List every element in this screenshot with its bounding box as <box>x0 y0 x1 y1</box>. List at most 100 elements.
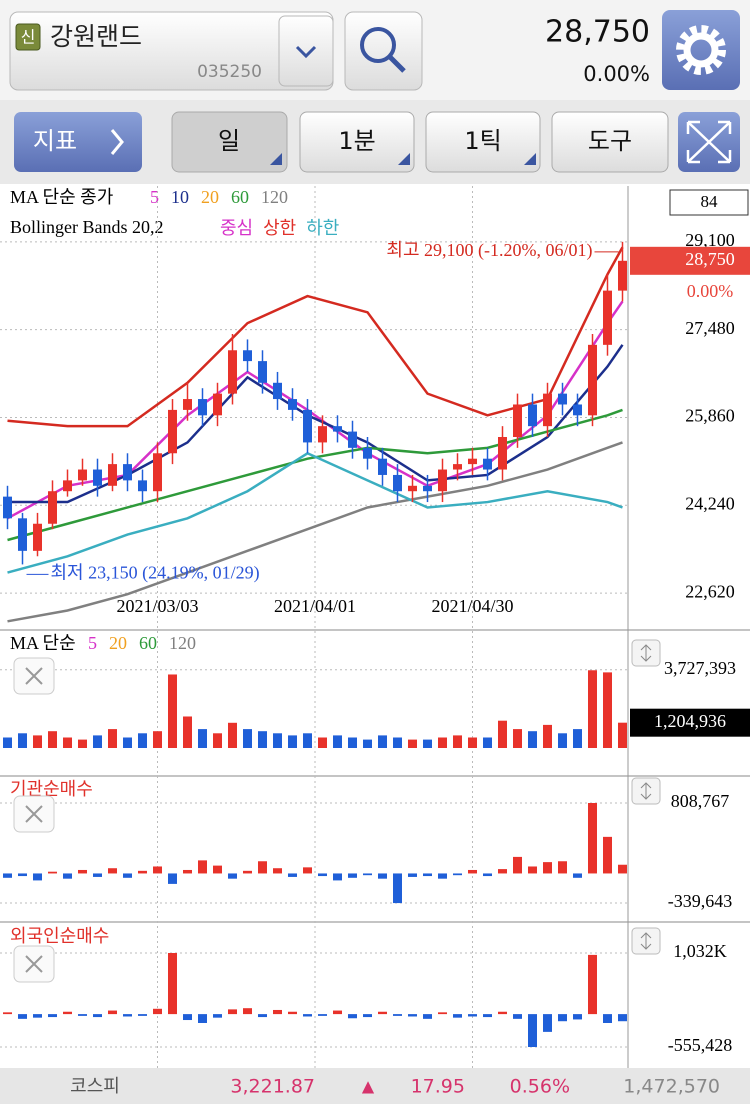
bar <box>108 868 117 874</box>
candle-body <box>258 361 267 383</box>
expand-icon <box>686 120 732 164</box>
bar <box>33 873 42 881</box>
bar <box>33 1014 42 1018</box>
bar <box>543 724 552 748</box>
indicator-button[interactable] <box>14 112 142 172</box>
high-note: 최고 29,100 (-1.20%, 06/01) <box>386 240 592 261</box>
candle-body <box>483 458 492 470</box>
institution-title: 기관순매수 <box>10 779 93 800</box>
close-icon <box>25 955 43 973</box>
y-tick-label: -555,428 <box>668 1035 733 1055</box>
bar <box>243 1008 252 1015</box>
dropdown-button[interactable] <box>278 15 334 87</box>
candle-body <box>108 464 117 486</box>
candle-body <box>78 469 87 481</box>
bar <box>168 873 177 884</box>
x-tick-label: 2021/03/03 <box>116 596 198 616</box>
x-tick-label: 2021/04/30 <box>431 596 513 616</box>
bar <box>198 1014 207 1023</box>
candle-body <box>603 290 612 345</box>
minute-label: 1분 <box>338 127 375 155</box>
ma-period: 20 <box>109 633 127 653</box>
bar <box>408 1014 417 1017</box>
bar <box>78 869 87 874</box>
change-tag: 0.00% <box>687 281 734 301</box>
bar <box>48 871 57 874</box>
period-button[interactable] <box>171 111 288 173</box>
index-volume: 1,472,570 <box>623 1076 720 1098</box>
bar <box>303 867 312 874</box>
tools-button[interactable] <box>551 111 669 173</box>
gear-icon <box>683 32 719 68</box>
candle-body <box>318 426 327 443</box>
ma-period: 120 <box>261 187 288 207</box>
bar <box>123 873 132 878</box>
bar <box>153 866 162 874</box>
bar <box>498 720 507 748</box>
bar <box>603 836 612 874</box>
tick-button[interactable] <box>425 111 541 173</box>
candle-body <box>408 485 417 492</box>
bar <box>243 729 252 748</box>
foreign-title: 외국인순매수 <box>10 926 109 947</box>
ma-legend: MA 단순 종가 <box>10 187 113 207</box>
period-label: 일 <box>218 127 240 155</box>
bar <box>543 862 552 874</box>
badge-text: 신 <box>21 28 36 47</box>
candle-body <box>168 409 177 454</box>
candle-body <box>468 458 477 465</box>
candle-body <box>123 464 132 481</box>
bar <box>63 873 72 879</box>
candle-body <box>183 399 192 410</box>
bar <box>318 737 327 748</box>
candle-body <box>303 409 312 443</box>
arrow-icon <box>110 129 124 155</box>
settings-button[interactable] <box>662 10 740 90</box>
volume-tag-label: 1,204,936 <box>654 711 726 731</box>
candle-body <box>333 426 342 432</box>
count-box <box>669 189 749 216</box>
up-arrow: ▲ <box>362 1077 375 1096</box>
candle-body <box>528 404 537 427</box>
bar <box>453 735 462 748</box>
ma-period: 60 <box>139 633 157 653</box>
bar <box>483 1014 492 1018</box>
candle-body <box>33 523 42 551</box>
index-rate: 0.56% <box>510 1076 570 1098</box>
bar <box>618 1014 627 1022</box>
bar <box>153 731 162 748</box>
bar <box>33 735 42 748</box>
volume-legend: MA 단순 <box>10 633 76 653</box>
bar <box>588 802 597 874</box>
bar <box>618 864 627 874</box>
bb-legend: Bollinger Bands 20,2 <box>10 217 164 237</box>
bar <box>348 873 357 878</box>
search-handle <box>388 55 406 73</box>
bar <box>93 735 102 748</box>
minute-button[interactable] <box>299 111 415 173</box>
bar <box>348 737 357 748</box>
volume-tag <box>630 708 750 737</box>
bar <box>558 1014 567 1022</box>
bar <box>318 1014 327 1016</box>
bar <box>423 739 432 748</box>
low-note: 최저 23,150 (24.19%, 01/29) <box>51 563 260 584</box>
search-button[interactable] <box>344 11 423 91</box>
tools-label: 도구 <box>588 127 632 155</box>
bar <box>363 873 372 876</box>
candle-body <box>498 437 507 470</box>
bar <box>513 856 522 874</box>
candle-body <box>3 496 12 519</box>
indicator-line <box>7 246 624 428</box>
bar <box>483 737 492 748</box>
candle-body <box>153 453 162 492</box>
bar <box>228 873 237 879</box>
badge <box>15 23 41 51</box>
bar <box>528 866 537 874</box>
bar <box>138 1014 147 1016</box>
bar <box>318 873 327 877</box>
bar <box>618 722 627 748</box>
bar <box>288 1011 297 1015</box>
price-tag-label: 28,750 <box>685 249 735 269</box>
